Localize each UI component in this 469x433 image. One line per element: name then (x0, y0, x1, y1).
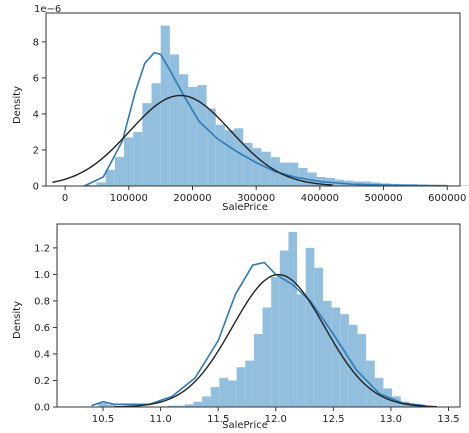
top-x-axis-label: SalePrice (222, 202, 268, 213)
normal-fit-curve (114, 273, 437, 408)
plot-frame (45, 12, 461, 187)
histogram-bar (124, 137, 134, 186)
histogram-bar (227, 380, 237, 407)
histogram-bar (107, 404, 116, 407)
histogram-bar (184, 404, 194, 407)
histogram-bar (243, 142, 253, 186)
y-tick-label: 1.0 (34, 270, 50, 281)
histogram-bar (463, 185, 469, 186)
histogram-bar (224, 130, 235, 186)
y-tick-label: 0.4 (34, 349, 50, 360)
histogram-bar (322, 300, 332, 407)
bottom-y-axis-label: Density (12, 301, 23, 339)
histogram-bar (288, 231, 298, 407)
histogram-bar (98, 403, 108, 407)
histogram-bar (179, 74, 189, 186)
plot-frame (56, 223, 461, 408)
x-tick-label: 300000 (237, 193, 275, 204)
histogram-bar (253, 334, 263, 407)
y-tick-label: 4 (33, 109, 39, 120)
histogram-bar (114, 157, 125, 186)
histogram-bar (193, 401, 203, 407)
x-tick-label: 10.5 (92, 414, 114, 425)
histogram-bar (234, 128, 244, 186)
x-tick-label: 100000 (110, 193, 148, 204)
histogram-bar (169, 54, 180, 187)
x-tick-label: 600000 (428, 193, 466, 204)
histogram-bar (210, 387, 220, 407)
x-tick-label: 11.5 (207, 414, 229, 425)
histogram-bar (279, 250, 289, 407)
histogram-bar (297, 294, 306, 407)
y-tick-label: 2 (33, 145, 39, 156)
histogram-bar (215, 124, 225, 186)
x-tick-label: 11.0 (149, 414, 171, 425)
histogram-bar (176, 405, 185, 407)
normal-fit-curve (52, 94, 333, 186)
histogram-bar (357, 334, 367, 407)
histogram-bar (271, 277, 280, 407)
histogram-bar (188, 86, 198, 186)
x-tick-label: 12.5 (322, 414, 344, 425)
histogram-bar (298, 167, 308, 186)
top-chart: 1e−6 Density SalePrice 0 100000 200000 3000… (12, 4, 469, 213)
histogram-bar (167, 405, 177, 407)
histogram-bar (142, 103, 152, 186)
histogram-bar (236, 367, 246, 407)
x-tick-label: 200000 (173, 193, 211, 204)
y-tick-label: 0.6 (34, 323, 50, 334)
histogram-bar (245, 360, 254, 407)
histogram-bar (362, 181, 372, 186)
y-tick-label: 0.8 (34, 296, 50, 307)
histogram-bar (252, 148, 262, 186)
histogram-bar (219, 377, 228, 407)
y-tick-label: 1.2 (34, 243, 50, 254)
bottom-x-axis-label: SalePrice (222, 420, 268, 431)
histogram-bar (133, 131, 143, 186)
top-y-axis-label: Density (12, 86, 23, 124)
histogram-bar (261, 151, 271, 186)
y-tick-label: 0 (33, 182, 39, 193)
histogram-bar (206, 108, 216, 186)
histogram-bar (307, 172, 317, 186)
x-tick-label: 500000 (364, 193, 402, 204)
x-tick-label: 13.0 (380, 414, 402, 425)
y-tick-label: 6 (33, 73, 39, 84)
histogram-bar (160, 25, 170, 186)
histogram-bar (151, 83, 161, 186)
histogram-bar (262, 307, 272, 407)
y-tick-label: 0.2 (34, 376, 50, 387)
histogram-bar (305, 247, 315, 407)
histogram-bar (197, 85, 207, 186)
histogram-bar (314, 267, 323, 407)
kde-curve (91, 261, 426, 407)
histogram-bar (105, 169, 115, 186)
bottom-chart: Density SalePrice 10.5 11.0 11.5 12.0 12.5 13… (12, 223, 461, 431)
y-tick-label: 0.0 (34, 403, 50, 414)
x-tick-label: 400000 (301, 193, 339, 204)
x-tick-label: 13.5 (437, 414, 459, 425)
histogram-bar (289, 162, 299, 186)
top-y-offset-label: 1e−6 (34, 4, 61, 15)
kde-curve (83, 51, 448, 187)
y-tick-label: 8 (33, 37, 39, 48)
histogram-bar (202, 396, 211, 407)
x-tick-label: 0 (62, 193, 68, 204)
histogram-bar (331, 307, 341, 407)
histogram-bar (96, 182, 106, 186)
x-tick-label: 12.0 (265, 414, 287, 425)
